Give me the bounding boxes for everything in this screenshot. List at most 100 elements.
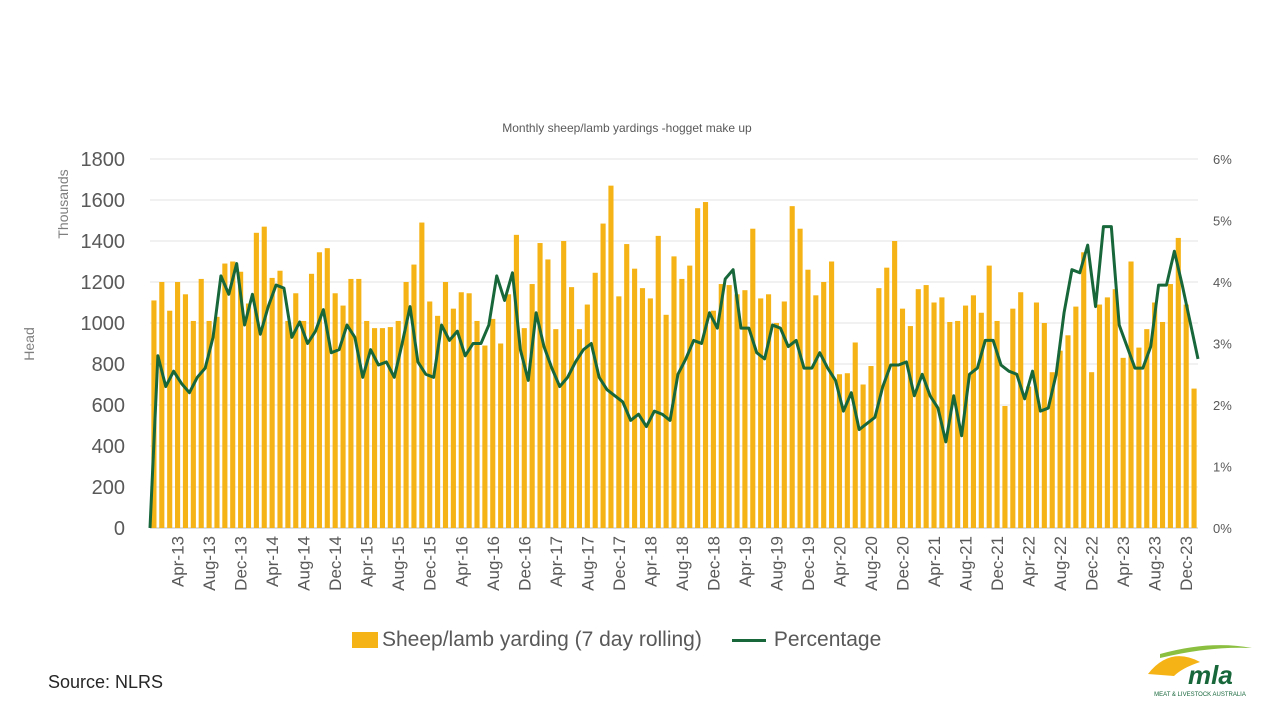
bar: [545, 259, 551, 528]
y-left-tick-label: 1400: [81, 231, 126, 253]
bar: [994, 320, 1000, 528]
bar: [419, 222, 425, 529]
x-tick-label: Dec-22: [1083, 536, 1102, 591]
x-tick-label: Apr-14: [263, 536, 282, 587]
bar: [742, 290, 748, 528]
bar: [939, 297, 945, 529]
bar: [435, 315, 441, 528]
bar: [1018, 292, 1024, 528]
bar: [253, 232, 259, 529]
bar: [766, 294, 772, 528]
legend-label-bars: Sheep/lamb yarding (7 day rolling): [382, 628, 702, 651]
x-tick-label: Apr-21: [925, 536, 944, 587]
x-tick-label: Apr-23: [1114, 536, 1133, 587]
bar: [427, 301, 433, 528]
bar: [403, 282, 409, 528]
x-tick-label: Dec-15: [421, 536, 440, 591]
bar: [569, 287, 575, 529]
bar: [868, 366, 874, 528]
bar: [632, 268, 638, 528]
bar: [750, 228, 756, 528]
bar: [1049, 372, 1055, 528]
logo-swoosh-shape: [1160, 645, 1252, 658]
y-left-tick-label: 200: [92, 477, 125, 499]
bar: [285, 320, 291, 528]
bar: [931, 302, 937, 528]
legend-label-line: Percentage: [773, 628, 882, 651]
y-axis-label: Head: [21, 327, 37, 360]
bar: [915, 289, 921, 528]
bar: [624, 244, 630, 528]
bar: [679, 278, 685, 528]
bar: [340, 305, 346, 528]
bar: [1167, 284, 1173, 528]
x-tick-label: Aug-20: [862, 536, 881, 591]
bar: [758, 298, 764, 528]
bar: [553, 329, 559, 528]
bar: [821, 282, 827, 528]
x-tick-label: Apr-13: [169, 536, 188, 587]
y-left-tick-label: 800: [92, 354, 125, 376]
x-axis: Apr-13 Aug-13 Dec-13 Apr-14 Aug-14 Dec-14 Apr-…: [169, 536, 1197, 591]
bar: [970, 295, 976, 528]
bar: [1152, 302, 1158, 528]
bar: [348, 278, 354, 528]
bar: [466, 293, 472, 528]
bar: [592, 272, 598, 528]
bar: [1191, 388, 1197, 528]
x-tick-label: Aug-18: [673, 536, 692, 591]
bar: [663, 314, 669, 528]
bar: [805, 269, 811, 528]
bar: [529, 284, 535, 528]
bar: [860, 384, 866, 528]
x-tick-label: Aug-23: [1146, 536, 1165, 591]
bar: [245, 303, 252, 528]
y-right-tick-label: 5%: [1213, 214, 1232, 229]
bar: [308, 273, 315, 528]
bar: [1089, 372, 1095, 528]
x-tick-label: Dec-17: [610, 536, 629, 591]
bar: [726, 285, 732, 528]
percentage-line: [148, 225, 1200, 529]
bar: [844, 373, 850, 528]
bar: [1026, 386, 1032, 528]
bar: [293, 293, 299, 528]
mla-logo: mla MEAT & LIVESTOCK AUSTRALIA: [1148, 645, 1252, 698]
bar: [1183, 304, 1189, 528]
bar: [584, 304, 590, 528]
bar: [1120, 357, 1126, 528]
legend-swatch-bars: [352, 632, 378, 648]
y-right-tick-label: 2%: [1213, 398, 1232, 413]
bar: [1073, 306, 1079, 528]
x-tick-label: Aug-15: [389, 536, 408, 591]
bar: [789, 206, 795, 528]
bar: [829, 261, 835, 528]
bar: [316, 252, 322, 528]
bar: [395, 320, 401, 528]
logo-subtext: MEAT & LIVESTOCK AUSTRALIA: [1154, 692, 1246, 698]
x-tick-label: Apr-15: [358, 536, 377, 587]
x-tick-label: Dec-21: [988, 536, 1007, 591]
y-left-tick-label: 1000: [81, 313, 126, 335]
legend: Sheep/lamb yarding (7 day rolling) Perce…: [352, 628, 911, 652]
y-left-tick-label: 600: [92, 395, 125, 417]
bar: [222, 263, 228, 528]
x-tick-label: Aug-14: [295, 536, 314, 591]
bar: [537, 243, 543, 529]
bar: [978, 312, 984, 528]
bar: [608, 185, 614, 528]
bar: [710, 310, 716, 528]
y-right-tick-label: 4%: [1213, 275, 1232, 290]
bar: [356, 278, 362, 528]
bar: [198, 278, 204, 528]
bar: [600, 223, 606, 528]
bar: [647, 298, 653, 528]
bar: [836, 374, 843, 528]
bar: [1128, 261, 1134, 528]
bar: [1010, 308, 1016, 528]
bar: [852, 342, 858, 528]
bar: [261, 226, 267, 528]
bar: [458, 292, 464, 528]
x-tick-label: Dec-16: [515, 536, 534, 591]
